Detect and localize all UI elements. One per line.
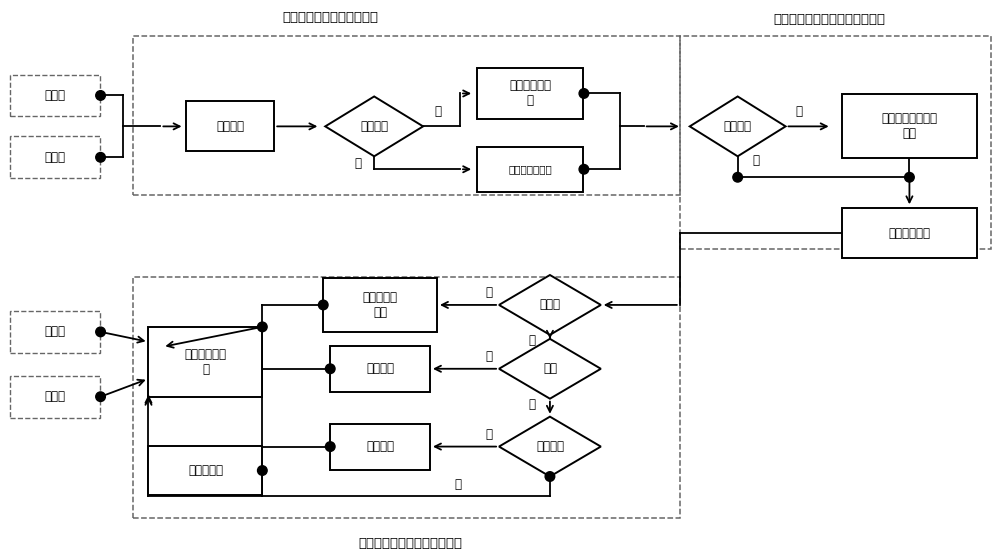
Circle shape: [96, 327, 105, 336]
Text: 是: 是: [752, 154, 759, 167]
FancyBboxPatch shape: [10, 136, 100, 178]
Text: 否: 否: [795, 105, 802, 118]
Text: 区域分类: 区域分类: [216, 120, 244, 133]
Text: 基于补偿的插
值: 基于补偿的插 值: [184, 348, 226, 376]
Text: 空洞: 空洞: [543, 362, 557, 375]
Polygon shape: [499, 417, 601, 476]
Circle shape: [579, 164, 589, 174]
Text: 基于深度信息的运动补偿插值: 基于深度信息的运动补偿插值: [358, 537, 462, 550]
Text: 四叉树运动估
计: 四叉树运动估 计: [509, 80, 551, 108]
Text: 前向补偿: 前向补偿: [366, 362, 394, 375]
Circle shape: [96, 392, 105, 402]
Text: 纹理图: 纹理图: [44, 89, 65, 102]
Circle shape: [733, 173, 742, 182]
Circle shape: [579, 89, 589, 98]
Polygon shape: [690, 96, 786, 157]
Circle shape: [258, 322, 267, 331]
FancyBboxPatch shape: [842, 208, 977, 258]
Text: 是: 是: [486, 286, 493, 300]
Text: 深度图: 深度图: [44, 151, 65, 164]
Text: 邻近点加权: 邻近点加权: [188, 464, 223, 477]
FancyBboxPatch shape: [10, 376, 100, 418]
Circle shape: [545, 472, 555, 481]
Text: 运动矢量平滑: 运动矢量平滑: [888, 227, 930, 240]
Text: 最小代价块
补偿: 最小代价块 补偿: [363, 291, 398, 319]
FancyBboxPatch shape: [323, 278, 437, 332]
Text: 否: 否: [355, 157, 362, 170]
Text: 否: 否: [528, 334, 535, 348]
Text: 深度图: 深度图: [44, 390, 65, 403]
Text: 纹理图: 纹理图: [44, 325, 65, 338]
FancyBboxPatch shape: [330, 424, 430, 470]
Circle shape: [96, 91, 105, 100]
FancyBboxPatch shape: [148, 446, 262, 496]
Circle shape: [96, 153, 105, 162]
Polygon shape: [325, 96, 423, 157]
Text: 边缘区域: 边缘区域: [536, 440, 564, 453]
Text: 基于深度信息的运动矢量后处理: 基于深度信息的运动矢量后处理: [774, 13, 886, 26]
Circle shape: [905, 173, 914, 182]
Text: 宽搜索运动估计: 宽搜索运动估计: [508, 164, 552, 174]
FancyBboxPatch shape: [330, 346, 430, 392]
Circle shape: [318, 300, 328, 310]
Text: 是: 是: [528, 398, 535, 411]
Polygon shape: [499, 275, 601, 335]
Text: 否: 否: [486, 350, 493, 363]
Text: 否: 否: [455, 478, 462, 491]
FancyBboxPatch shape: [477, 147, 583, 192]
Text: 是: 是: [435, 105, 442, 118]
FancyBboxPatch shape: [186, 101, 274, 152]
Text: 基于深度的矢量后
处理: 基于深度的矢量后 处理: [881, 113, 937, 140]
Circle shape: [258, 466, 267, 475]
FancyBboxPatch shape: [477, 67, 583, 119]
FancyBboxPatch shape: [842, 95, 977, 158]
Polygon shape: [499, 339, 601, 399]
Text: 边缘区域: 边缘区域: [360, 120, 388, 133]
Text: 正确矢量: 正确矢量: [724, 120, 752, 133]
Circle shape: [325, 442, 335, 451]
Text: 后向补偿: 后向补偿: [366, 440, 394, 453]
Text: 基于边缘的自适应运动估计: 基于边缘的自适应运动估计: [282, 11, 378, 24]
FancyBboxPatch shape: [148, 327, 262, 397]
Text: 重叠块: 重叠块: [539, 299, 560, 311]
Circle shape: [325, 364, 335, 374]
FancyBboxPatch shape: [10, 75, 100, 116]
Text: 是: 是: [486, 428, 493, 441]
FancyBboxPatch shape: [10, 311, 100, 353]
